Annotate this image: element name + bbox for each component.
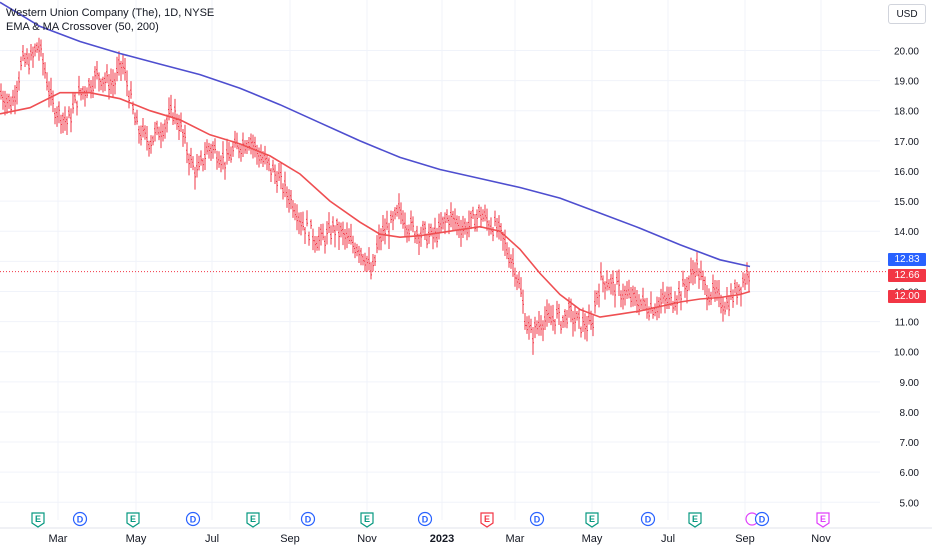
ema50-line: [0, 91, 751, 318]
price-axis-label: 14.00: [894, 227, 919, 238]
dividend-marker-letter: D: [422, 515, 429, 525]
earnings-marker: [688, 512, 702, 528]
ema50-price-label: 12.00: [888, 290, 926, 304]
price-axis-label: 17.00: [894, 137, 919, 148]
time-axis-label: May: [126, 533, 147, 545]
earnings-marker-letter: E: [692, 514, 698, 524]
time-axis-label: Jul: [661, 533, 675, 545]
time-axis-label: Nov: [357, 533, 377, 545]
price-axis-label: 16.00: [894, 167, 919, 178]
price-axis-label: 9.00: [900, 378, 920, 389]
earnings-marker: [246, 512, 260, 528]
dividend-marker: [754, 511, 770, 527]
dividend-marker-letter: D: [534, 515, 541, 525]
earnings-marker-letter: E: [484, 514, 490, 524]
last-price-label: 12.66: [888, 268, 926, 282]
earnings-marker: [816, 512, 830, 528]
price-axis-label: 8.00: [900, 408, 920, 419]
time-axis-label: Sep: [735, 533, 755, 545]
price-axis-label: 18.00: [894, 107, 919, 118]
dividend-marker-letter: D: [190, 515, 197, 525]
ma200-price-label: 12.83: [888, 253, 926, 267]
price-axis-label: 10.00: [894, 348, 919, 359]
indicator-title[interactable]: EMA & MA Crossover (50, 200): [6, 21, 159, 33]
dividend-marker-letter: D: [645, 515, 652, 525]
time-axis-label: May: [582, 533, 603, 545]
time-axis-label: Jul: [205, 533, 219, 545]
price-axis-label: 7.00: [900, 438, 920, 449]
time-axis-label: Mar: [49, 533, 68, 545]
earnings-marker-letter: E: [589, 514, 595, 524]
currency-button[interactable]: USD: [888, 4, 926, 24]
price-axis-label: 6.00: [900, 468, 920, 479]
time-axis-label: 2023: [430, 533, 454, 545]
earnings-marker-letter: E: [250, 514, 256, 524]
earnings-marker: [585, 512, 599, 528]
symbol-title[interactable]: Western Union Company (The), 1D, NYSE: [6, 7, 215, 19]
dividend-marker: [529, 511, 545, 527]
dividend-marker-letter: D: [305, 515, 312, 525]
dividend-marker-letter: D: [759, 515, 766, 525]
price-axis-label: 11.00: [895, 318, 920, 329]
price-axis-label: 5.00: [900, 498, 920, 509]
earnings-marker-letter: E: [35, 514, 41, 524]
earnings-marker: [480, 512, 494, 528]
dividend-marker: [72, 511, 88, 527]
dividend-marker: [417, 511, 433, 527]
earnings-marker-letter: E: [820, 514, 826, 524]
price-axis-label: 15.00: [894, 197, 919, 208]
dividend-marker: [640, 511, 656, 527]
price-axis-label: 19.00: [894, 77, 919, 88]
time-axis-label: Sep: [280, 533, 300, 545]
price-axis-label: 20.00: [894, 47, 919, 58]
chart-legend: Western Union Company (The), 1D, NYSE EM…: [6, 6, 214, 34]
dividend-marker-letter: D: [77, 515, 84, 525]
earnings-marker: [126, 512, 140, 528]
earnings-marker-letter: E: [130, 514, 136, 524]
earnings-marker: [31, 512, 45, 528]
earnings-marker: [360, 512, 374, 528]
dividend-marker: [185, 511, 201, 527]
earnings-marker-letter: E: [364, 514, 370, 524]
ma200-line: [0, 1, 751, 268]
time-axis-label: Nov: [811, 533, 831, 545]
dividend-marker: [300, 511, 316, 527]
time-axis-label: Mar: [506, 533, 525, 545]
